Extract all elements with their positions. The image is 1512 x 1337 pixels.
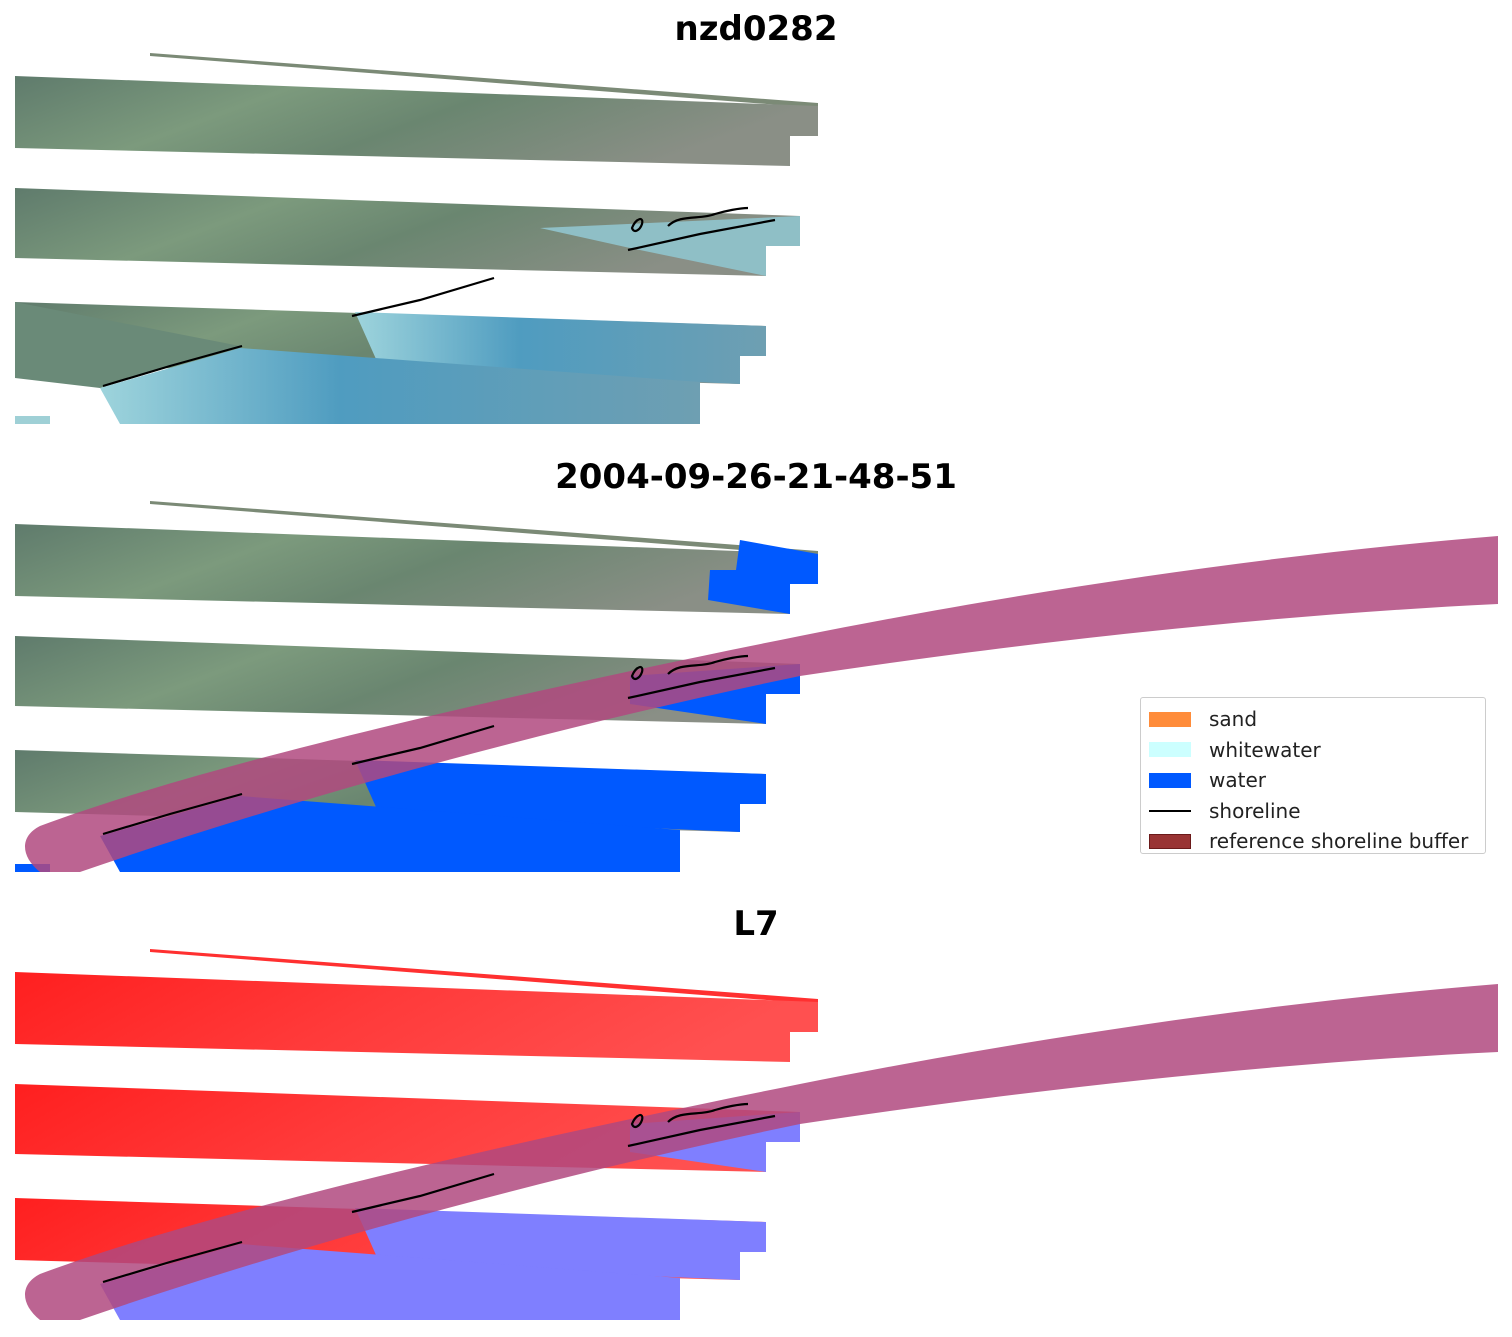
shoreline-segment	[351, 724, 495, 766]
panel-title-rgb: nzd0282	[674, 9, 838, 49]
legend-label: sand	[1209, 707, 1258, 732]
water-swatch	[1149, 772, 1191, 788]
shoreline	[102, 206, 776, 388]
shoreline-segment	[102, 344, 243, 388]
shoreline-segment	[627, 666, 776, 700]
shoreline-segment	[351, 1172, 495, 1214]
legend-item-sand: sand	[1149, 704, 1477, 735]
shoreline-segment	[667, 206, 749, 227]
legend-item-whitewater: whitewater	[1149, 735, 1477, 766]
scan-strip-water	[100, 348, 700, 424]
shoreline-segment	[630, 1114, 644, 1129]
scan-strip	[15, 188, 800, 276]
scan-strip-water	[540, 216, 800, 276]
shoreline-segment	[102, 792, 243, 836]
legend-item-shoreline: shoreline	[1149, 796, 1477, 827]
scan-strip	[15, 524, 818, 614]
shoreline-swatch	[1149, 809, 1191, 812]
legend: sand whitewater water shoreline referenc…	[1140, 697, 1486, 854]
legend-item-buffer: reference shoreline buffer	[1149, 826, 1477, 857]
legend-label: whitewater	[1209, 737, 1321, 762]
water-class	[708, 540, 818, 614]
shoreline-segment	[667, 1102, 749, 1123]
mndwi-image-panel	[15, 949, 1498, 1320]
whitewater-swatch	[1149, 742, 1191, 758]
legend-label: shoreline	[1209, 798, 1301, 823]
classified-image-panel	[15, 501, 1498, 872]
shoreline-segment	[627, 218, 776, 252]
shoreline-segment	[667, 654, 749, 675]
scan-strip	[15, 972, 818, 1062]
panel-title-classified: 2004-09-26-21-48-51	[555, 457, 957, 497]
scan-strip	[15, 416, 50, 424]
shoreline-segment	[627, 1114, 776, 1148]
shoreline	[102, 654, 776, 836]
legend-label: water	[1209, 768, 1266, 793]
rgb-image-panel	[15, 53, 818, 424]
scan-strip	[150, 53, 818, 108]
shoreline	[102, 1102, 776, 1284]
reference-shoreline-buffer	[25, 984, 1498, 1320]
legend-item-water: water	[1149, 765, 1477, 796]
landsat-image	[15, 53, 818, 424]
scan-strip	[150, 949, 818, 1004]
shoreline-segment	[630, 218, 644, 233]
scan-strip	[15, 302, 240, 388]
reference-shoreline-buffer	[25, 536, 1498, 872]
shoreline-segment	[102, 1240, 243, 1284]
panel-title-mndwi: L7	[733, 904, 779, 944]
shoreline-segment	[351, 276, 495, 318]
legend-label: reference shoreline buffer	[1209, 829, 1469, 854]
buffer-swatch	[1149, 833, 1191, 849]
shoreline-segment	[630, 666, 644, 681]
scan-strip	[15, 76, 818, 166]
scan-strip	[150, 501, 818, 556]
sand-swatch	[1149, 711, 1191, 727]
